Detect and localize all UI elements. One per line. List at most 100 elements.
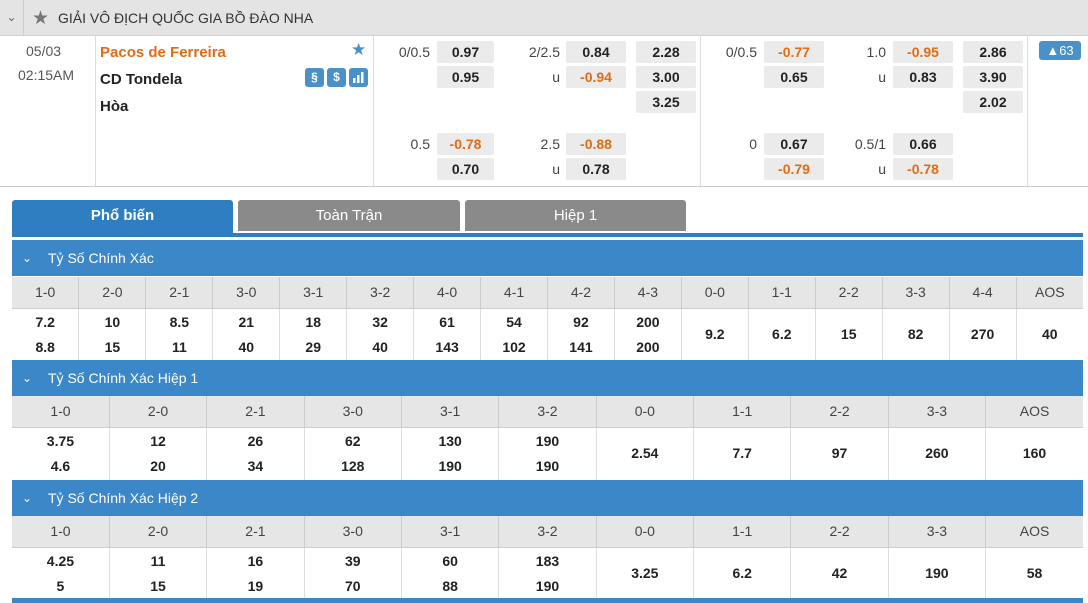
odds-value-home[interactable]: 10 bbox=[104, 313, 121, 330]
tab-full-match[interactable]: Toàn Trận bbox=[238, 200, 460, 231]
ft-alt-hdp-away[interactable]: 0.70 bbox=[437, 158, 494, 180]
odds-value-home[interactable]: 8.5 bbox=[169, 313, 190, 330]
score-odds-cell[interactable]: 62 128 bbox=[304, 427, 402, 481]
h1-ou-over[interactable]: -0.95 bbox=[893, 41, 953, 63]
favorite-star-icon[interactable]: ★ bbox=[351, 40, 367, 59]
odds-value-away[interactable]: 20 bbox=[150, 457, 166, 474]
odds-value-away[interactable]: 19 bbox=[247, 577, 264, 594]
h1-1x2-draw[interactable]: 2.02 bbox=[963, 91, 1023, 113]
odds-value-away[interactable]: 15 bbox=[104, 338, 121, 355]
ft-hdp-home[interactable]: 0.97 bbox=[437, 41, 494, 63]
score-odds-cell[interactable]: 9.2 bbox=[681, 308, 749, 362]
odds-value-away[interactable]: 5 bbox=[56, 577, 65, 594]
odds-value-away[interactable]: 190 bbox=[535, 457, 560, 474]
score-odds-cell[interactable]: 270 bbox=[949, 308, 1017, 362]
score-odds-cell[interactable]: 40 bbox=[1016, 308, 1083, 362]
more-bets-badge[interactable]: ▲63 bbox=[1039, 41, 1081, 60]
ft-hdp-away[interactable]: 0.95 bbox=[437, 66, 494, 88]
odds-dollar-icon[interactable]: $ bbox=[327, 68, 346, 87]
ft-1x2-home[interactable]: 2.28 bbox=[636, 41, 696, 63]
odds-value-home[interactable]: 2.54 bbox=[631, 445, 659, 461]
odds-value-home[interactable]: 82 bbox=[907, 326, 924, 342]
score-odds-cell[interactable]: 10 15 bbox=[78, 308, 147, 362]
odds-value-home[interactable]: 270 bbox=[970, 326, 995, 342]
score-odds-cell[interactable]: 190 190 bbox=[498, 427, 597, 481]
score-odds-cell[interactable]: 7.2 8.8 bbox=[12, 308, 80, 362]
odds-value-home[interactable]: 190 bbox=[535, 432, 560, 449]
away-team[interactable]: CD Tondela bbox=[100, 71, 183, 88]
h1-alt-ou-over[interactable]: 0.66 bbox=[893, 133, 953, 155]
odds-value-home[interactable]: 62 bbox=[344, 432, 361, 449]
score-odds-cell[interactable]: 3.25 bbox=[596, 547, 695, 601]
h1-hdp-away[interactable]: 0.65 bbox=[764, 66, 824, 88]
odds-value-home[interactable]: 7.2 bbox=[35, 313, 55, 330]
score-odds-cell[interactable]: 39 70 bbox=[304, 547, 402, 601]
score-odds-cell[interactable]: 6.2 bbox=[748, 308, 816, 362]
odds-value-home[interactable]: 200 bbox=[636, 313, 660, 330]
score-odds-cell[interactable]: 60 88 bbox=[401, 547, 500, 601]
odds-value-home[interactable]: 7.7 bbox=[732, 445, 752, 461]
score-odds-cell[interactable]: 82 bbox=[882, 308, 950, 362]
tab-first-half[interactable]: Hiệp 1 bbox=[465, 200, 686, 231]
odds-value-home[interactable]: 26 bbox=[247, 432, 264, 449]
odds-value-home[interactable]: 21 bbox=[238, 313, 255, 330]
odds-value-away[interactable]: 128 bbox=[341, 457, 365, 474]
score-odds-cell[interactable]: 3.75 4.6 bbox=[12, 427, 110, 481]
score-odds-cell[interactable]: 183 190 bbox=[498, 547, 597, 601]
section-correct-score-h1-header[interactable]: ⌄ Tỷ Số Chính Xác Hiệp 1 bbox=[12, 360, 1083, 396]
score-odds-cell[interactable]: 42 bbox=[790, 547, 889, 601]
league-header[interactable]: ⌄ ★ GIẢI VÔ ĐỊCH QUỐC GIA BỒ ĐÀO NHA bbox=[0, 0, 1088, 36]
ft-1x2-draw[interactable]: 3.25 bbox=[636, 91, 696, 113]
odds-value-away[interactable]: 102 bbox=[502, 338, 526, 355]
odds-value-home[interactable]: 3.75 bbox=[46, 432, 75, 449]
chart-icon[interactable] bbox=[349, 68, 368, 87]
odds-value-home[interactable]: 32 bbox=[372, 313, 388, 330]
h1-ou-under[interactable]: 0.83 bbox=[893, 66, 953, 88]
odds-value-away[interactable]: 8.8 bbox=[35, 338, 55, 355]
odds-value-home[interactable]: 3.25 bbox=[631, 565, 659, 581]
score-odds-cell[interactable]: 4.25 5 bbox=[12, 547, 110, 601]
score-odds-cell[interactable]: 11 15 bbox=[109, 547, 208, 601]
h1-alt-ou-under[interactable]: -0.78 bbox=[893, 158, 953, 180]
odds-value-home[interactable]: 60 bbox=[442, 552, 458, 569]
score-odds-cell[interactable]: 2.54 bbox=[596, 427, 695, 481]
score-odds-cell[interactable]: 21 40 bbox=[212, 308, 281, 362]
odds-value-home[interactable]: 183 bbox=[535, 552, 560, 569]
odds-value-away[interactable]: 190 bbox=[535, 577, 560, 594]
score-odds-cell[interactable]: 130 190 bbox=[401, 427, 500, 481]
odds-value-home[interactable]: 9.2 bbox=[705, 326, 725, 342]
h1-alt-hdp-away[interactable]: -0.79 bbox=[764, 158, 824, 180]
odds-value-away[interactable]: 88 bbox=[442, 577, 458, 594]
odds-value-home[interactable]: 4.25 bbox=[46, 552, 75, 569]
odds-value-home[interactable]: 42 bbox=[831, 565, 848, 581]
score-odds-cell[interactable]: 190 bbox=[888, 547, 987, 601]
odds-value-home[interactable]: 130 bbox=[438, 432, 462, 449]
score-odds-cell[interactable]: 18 29 bbox=[279, 308, 348, 362]
chevron-down-icon[interactable]: ⌄ bbox=[22, 491, 33, 505]
odds-value-home[interactable]: 6.2 bbox=[772, 326, 792, 342]
odds-value-home[interactable]: 15 bbox=[840, 326, 857, 342]
score-odds-cell[interactable]: 26 34 bbox=[206, 427, 305, 481]
score-odds-cell[interactable]: 92 141 bbox=[547, 308, 615, 362]
ft-ou-over[interactable]: 0.84 bbox=[566, 41, 626, 63]
odds-value-home[interactable]: 54 bbox=[506, 313, 522, 330]
section-correct-score-header[interactable]: ⌄ Tỷ Số Chính Xác bbox=[12, 240, 1083, 276]
odds-value-home[interactable]: 58 bbox=[1026, 565, 1043, 581]
odds-value-home[interactable]: 11 bbox=[150, 552, 166, 569]
star-icon[interactable]: ★ bbox=[32, 8, 50, 29]
score-odds-cell[interactable]: 15 bbox=[815, 308, 883, 362]
score-odds-cell[interactable]: 58 bbox=[985, 547, 1083, 601]
score-odds-cell[interactable]: 200 200 bbox=[614, 308, 682, 362]
score-odds-cell[interactable]: 160 bbox=[985, 427, 1083, 481]
stats-icon[interactable]: § bbox=[305, 68, 324, 87]
odds-value-home[interactable]: 39 bbox=[344, 552, 361, 569]
odds-value-home[interactable]: 160 bbox=[1022, 445, 1047, 461]
score-odds-cell[interactable]: 97 bbox=[790, 427, 889, 481]
odds-value-away[interactable]: 4.6 bbox=[50, 457, 71, 474]
odds-value-home[interactable]: 61 bbox=[439, 313, 455, 330]
h1-alt-hdp-home[interactable]: 0.67 bbox=[764, 133, 824, 155]
score-odds-cell[interactable]: 16 19 bbox=[206, 547, 305, 601]
score-odds-cell[interactable]: 32 40 bbox=[346, 308, 415, 362]
ft-ou-under[interactable]: -0.94 bbox=[566, 66, 626, 88]
odds-value-away[interactable]: 141 bbox=[569, 338, 593, 355]
